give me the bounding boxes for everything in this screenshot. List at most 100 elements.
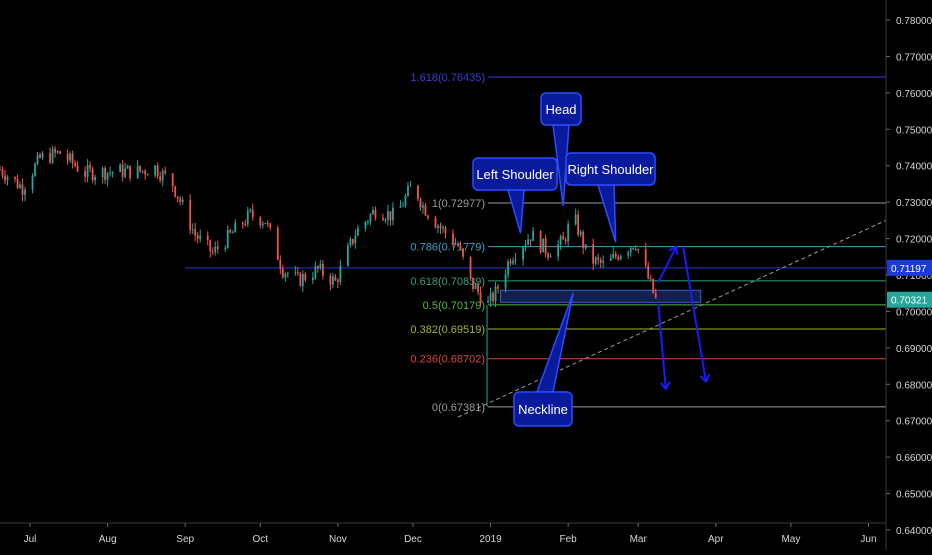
candle-body[interactable] bbox=[357, 228, 359, 236]
candle-body[interactable] bbox=[161, 170, 164, 181]
candle-body[interactable] bbox=[41, 153, 44, 158]
candle-body[interactable] bbox=[224, 247, 227, 249]
candle-body[interactable] bbox=[437, 225, 439, 228]
candle-body[interactable] bbox=[617, 256, 620, 260]
candle-body[interactable] bbox=[609, 257, 612, 261]
candle-body[interactable] bbox=[194, 229, 197, 236]
candle-body[interactable] bbox=[164, 170, 167, 174]
candle-body[interactable] bbox=[109, 172, 112, 174]
candle-body[interactable] bbox=[106, 172, 109, 180]
candle-body[interactable] bbox=[547, 253, 550, 258]
candle-body[interactable] bbox=[36, 154, 39, 164]
candle-body[interactable] bbox=[234, 222, 237, 233]
candle-body[interactable] bbox=[469, 256, 472, 279]
candle-body[interactable] bbox=[549, 256, 552, 258]
candle-body[interactable] bbox=[39, 154, 41, 158]
candle-body[interactable] bbox=[479, 291, 482, 303]
candle-body[interactable] bbox=[244, 224, 247, 226]
candle-body[interactable] bbox=[524, 244, 527, 248]
candle-body[interactable] bbox=[417, 185, 419, 200]
candle-body[interactable] bbox=[532, 231, 535, 241]
candle-body[interactable] bbox=[21, 184, 24, 195]
candle-body[interactable] bbox=[424, 205, 427, 216]
candle-body[interactable] bbox=[49, 153, 51, 163]
candle-body[interactable] bbox=[579, 231, 582, 235]
candle-body[interactable] bbox=[477, 284, 479, 292]
candle-body[interactable] bbox=[574, 214, 577, 225]
candle-body[interactable] bbox=[216, 246, 219, 249]
candle-body[interactable] bbox=[374, 209, 377, 218]
candle-body[interactable] bbox=[229, 229, 232, 233]
candle-body[interactable] bbox=[564, 239, 567, 242]
candle-body[interactable] bbox=[314, 266, 317, 278]
candle-body[interactable] bbox=[422, 205, 424, 208]
candle-body[interactable] bbox=[279, 260, 282, 269]
candle-body[interactable] bbox=[349, 239, 352, 246]
candle-body[interactable] bbox=[637, 248, 640, 250]
candle-body[interactable] bbox=[404, 195, 407, 206]
candle-body[interactable] bbox=[409, 185, 412, 187]
candle-body[interactable] bbox=[284, 273, 287, 278]
candle-body[interactable] bbox=[507, 261, 509, 275]
candle-body[interactable] bbox=[261, 223, 264, 226]
candle-body[interactable] bbox=[319, 263, 322, 269]
candle-body[interactable] bbox=[649, 278, 652, 280]
candle-body[interactable] bbox=[489, 292, 492, 301]
candle-body[interactable] bbox=[632, 247, 635, 250]
support-zone[interactable] bbox=[500, 289, 702, 303]
candle-body[interactable] bbox=[454, 243, 457, 245]
candle-body[interactable] bbox=[487, 300, 489, 303]
candle-body[interactable] bbox=[629, 247, 632, 253]
candle-body[interactable] bbox=[4, 175, 6, 181]
candle-body[interactable] bbox=[582, 231, 585, 249]
candle-body[interactable] bbox=[281, 268, 284, 278]
candle-body[interactable] bbox=[294, 272, 297, 274]
candle-body[interactable] bbox=[619, 255, 622, 260]
candle-body[interactable] bbox=[54, 148, 56, 153]
candle-body[interactable] bbox=[562, 236, 565, 240]
candle-body[interactable] bbox=[522, 247, 524, 260]
candle-body[interactable] bbox=[59, 151, 61, 154]
candle-body[interactable] bbox=[269, 223, 272, 228]
candle-body[interactable] bbox=[24, 189, 26, 195]
candle-body[interactable] bbox=[602, 260, 605, 263]
candle-body[interactable] bbox=[472, 278, 474, 289]
candle-body[interactable] bbox=[231, 232, 234, 234]
candle-body[interactable] bbox=[559, 236, 562, 245]
candle-body[interactable] bbox=[246, 210, 249, 225]
candle-body[interactable] bbox=[427, 215, 429, 218]
candle-body[interactable] bbox=[512, 260, 514, 264]
candle-body[interactable] bbox=[389, 211, 392, 221]
candle-body[interactable] bbox=[316, 266, 319, 269]
candle-body[interactable] bbox=[392, 207, 394, 221]
candle-body[interactable] bbox=[354, 235, 357, 244]
candle-body[interactable] bbox=[329, 275, 332, 285]
candle-body[interactable] bbox=[159, 176, 162, 181]
candle-body[interactable] bbox=[84, 171, 86, 177]
candle-body[interactable] bbox=[557, 244, 560, 257]
candle-body[interactable] bbox=[434, 217, 437, 228]
candle-body[interactable] bbox=[214, 246, 217, 253]
candle-body[interactable] bbox=[311, 277, 314, 281]
candle-body[interactable] bbox=[69, 153, 71, 161]
candle-body[interactable] bbox=[539, 231, 542, 253]
candle-body[interactable] bbox=[31, 176, 34, 190]
candle-body[interactable] bbox=[492, 292, 494, 302]
candle-body[interactable] bbox=[199, 235, 202, 239]
candle-body[interactable] bbox=[14, 176, 16, 179]
candle-body[interactable] bbox=[226, 229, 229, 248]
candle-body[interactable] bbox=[101, 168, 104, 178]
candle-body[interactable] bbox=[627, 252, 630, 256]
projection-arrow[interactable] bbox=[682, 247, 706, 381]
candle-body[interactable] bbox=[527, 239, 529, 245]
candle-body[interactable] bbox=[124, 168, 127, 177]
callout-box[interactable] bbox=[565, 152, 656, 186]
candle-body[interactable] bbox=[94, 177, 97, 181]
candle-body[interactable] bbox=[336, 280, 339, 283]
candle-body[interactable] bbox=[156, 165, 159, 177]
candle-body[interactable] bbox=[251, 209, 254, 218]
candle-body[interactable] bbox=[209, 239, 212, 252]
candle-body[interactable] bbox=[457, 243, 459, 246]
